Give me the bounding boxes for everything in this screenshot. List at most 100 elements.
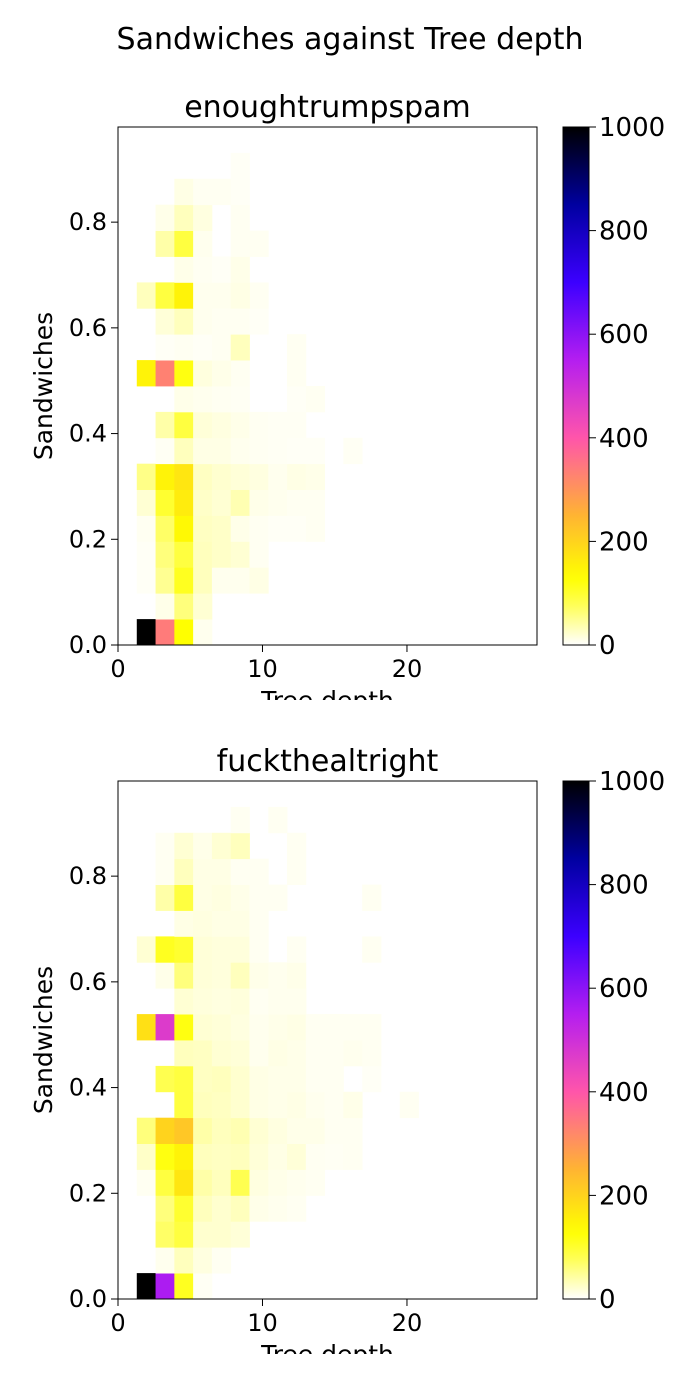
colorbar: [562, 780, 590, 1300]
heatmap-cell: [230, 204, 250, 231]
heatmap-cell: [230, 1221, 250, 1248]
heatmap-cell: [174, 1040, 194, 1067]
heatmap-cell: [211, 1117, 232, 1144]
x-axis-label: Tree depth: [260, 1340, 394, 1354]
heatmap-cell: [268, 988, 288, 1015]
heatmap-cell: [249, 489, 269, 516]
heatmap-cell: [174, 1169, 194, 1196]
heatmap-cell: [268, 1040, 288, 1067]
heatmap-cell: [193, 962, 213, 989]
axes-frame: [117, 126, 538, 646]
heatmap-cell: [174, 619, 194, 646]
heatmap-cell: [193, 1065, 213, 1093]
heatmap-cell: [211, 1169, 232, 1196]
colorbar: [562, 126, 590, 646]
heatmap-cell: [136, 1117, 156, 1144]
heatmap-cell: [193, 910, 213, 937]
heatmap-cell: [155, 1247, 175, 1274]
heatmap-cell: [211, 988, 232, 1015]
heatmap-cell: [230, 1143, 250, 1170]
heatmap-cell: [230, 360, 250, 387]
heatmap-cell: [230, 230, 250, 257]
heatmap-cell: [155, 282, 175, 309]
heatmap-cell: [193, 1117, 213, 1144]
heatmap-cell: [193, 1273, 213, 1300]
heatmap-cell: [174, 489, 194, 516]
heatmap-panel-enoughtrumpspam: enoughtrumpspam 0 10 20 0.0 0.2 0.4 0.6 0.8 Tree …: [29, 90, 665, 700]
heatmap-cell: [305, 1091, 326, 1119]
heatmap-cell: [174, 858, 194, 885]
heatmap-cell: [155, 1221, 175, 1248]
heatmap-cell: [174, 1247, 194, 1274]
y-tick-label: 0.8: [69, 862, 107, 890]
heatmap-cell: [193, 1195, 213, 1222]
heatmap-cell: [287, 360, 307, 387]
heatmap-cell: [136, 936, 156, 963]
heatmap-cell: [193, 593, 213, 620]
colorbar-tick-label: 600: [599, 320, 649, 350]
heatmap-cell: [136, 619, 156, 646]
heatmap-cell: [174, 1273, 194, 1300]
heatmap-cell: [193, 386, 213, 413]
heatmap-cell: [136, 1014, 156, 1041]
heatmap-cell: [193, 411, 213, 439]
heatmap-cell: [287, 386, 307, 413]
heatmap-cell: [287, 1014, 307, 1041]
heatmap-cell: [230, 1169, 250, 1196]
heatmap-cell: [211, 1091, 232, 1119]
y-tick-label: 0.2: [69, 525, 107, 553]
heatmap-cell: [193, 884, 213, 911]
heatmap-cell: [193, 230, 213, 257]
heatmap-cell: [193, 1143, 213, 1170]
heatmap-cell: [249, 1091, 269, 1119]
heatmap-cell: [268, 1014, 288, 1041]
heatmap-cell: [230, 178, 250, 206]
heatmap-cell: [193, 936, 213, 963]
heatmap-cell: [174, 832, 194, 860]
heatmap-cell: [287, 515, 307, 542]
y-tick-label: 0.6: [69, 314, 107, 342]
heatmap-cell: [268, 411, 288, 439]
y-tick-label: 0.2: [69, 1179, 107, 1207]
heatmap-cell: [324, 1040, 344, 1067]
heatmap-cell: [155, 1065, 175, 1093]
heatmap-cell: [324, 1143, 344, 1170]
heatmap-cell: [305, 1040, 326, 1067]
heatmap-cell: [268, 962, 288, 989]
heatmap-cell: [324, 1014, 344, 1041]
heatmap-cell: [305, 489, 326, 516]
heatmap-cell: [362, 1014, 382, 1041]
heatmap-cell: [174, 1117, 194, 1144]
heatmap-cell: [174, 437, 194, 465]
heatmap-cell: [174, 910, 194, 937]
heatmap-cell: [230, 1014, 250, 1041]
heatmap-cell: [193, 619, 213, 646]
heatmap-cell: [155, 1169, 175, 1196]
heatmap-cell: [230, 910, 250, 937]
heatmap-cell: [211, 1065, 232, 1093]
heatmap-cell: [230, 1195, 250, 1222]
x-tick-label: 20: [392, 1309, 423, 1337]
heatmap-cell: [174, 360, 194, 387]
heatmap-cell: [211, 411, 232, 439]
heatmap-cell: [305, 515, 326, 542]
heatmap-cell: [230, 282, 250, 309]
heatmap-cell: [193, 360, 213, 387]
heatmap-cell: [249, 988, 269, 1015]
heatmap-cell: [230, 463, 250, 490]
heatmap-cell: [136, 360, 156, 387]
heatmap-cell: [193, 282, 213, 309]
heatmap-cell: [268, 1091, 288, 1119]
heatmap-cell: [211, 360, 232, 387]
heatmap-cell: [305, 1117, 326, 1144]
heatmap-cell: [155, 541, 175, 568]
heatmap-cell: [174, 936, 194, 963]
heatmap-cell: [268, 1143, 288, 1170]
heatmap-cell: [230, 308, 250, 335]
heatmap-cell: [362, 1040, 382, 1067]
heatmap-panel-fuckthealtright: fuckthealtright 0 10 20 0.0 0.2 0.4 0.6 0.8 Tree …: [29, 744, 665, 1354]
y-tick-label: 0.0: [69, 1285, 107, 1313]
heatmap-cell: [230, 806, 250, 834]
colorbar-tick-label: 800: [599, 217, 649, 247]
heatmap-cell: [249, 858, 269, 885]
